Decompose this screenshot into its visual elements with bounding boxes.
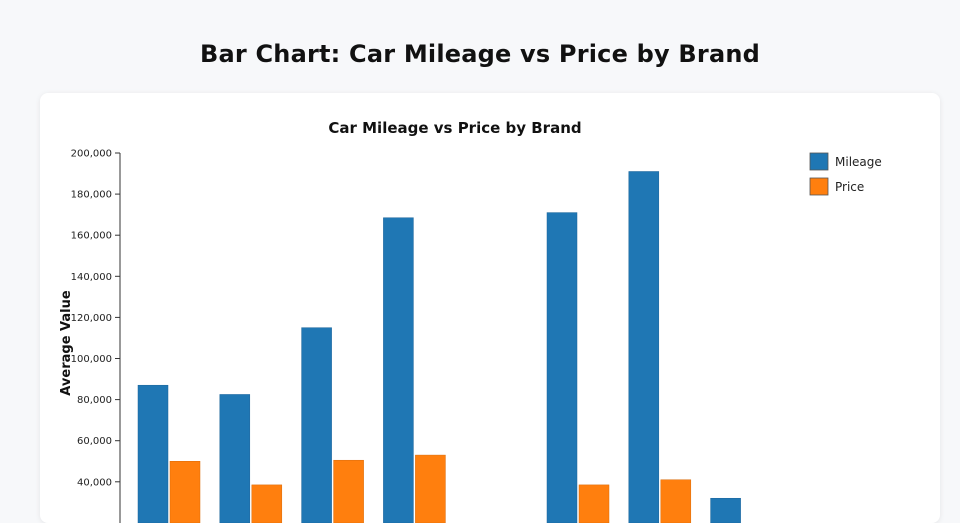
y-axis-label: Average Value <box>59 290 74 396</box>
bar-mileage[interactable] <box>629 171 659 523</box>
bar-mileage[interactable] <box>302 328 332 523</box>
y-tick-label: 120,000 <box>71 313 112 324</box>
bar-price[interactable] <box>579 485 609 523</box>
bar-mileage[interactable] <box>547 213 577 523</box>
bars-group <box>138 171 741 523</box>
bar-price[interactable] <box>170 461 200 523</box>
chart-card: Car Mileage vs Price by Brand Average Va… <box>40 93 940 523</box>
y-tick-label: 140,000 <box>71 272 112 283</box>
bar-price[interactable] <box>334 460 364 523</box>
bar-price[interactable] <box>415 455 445 523</box>
bar-mileage[interactable] <box>220 394 250 523</box>
bar-chart: Car Mileage vs Price by Brand Average Va… <box>40 93 940 523</box>
bar-mileage[interactable] <box>138 385 168 523</box>
y-tick-label: 80,000 <box>77 395 112 406</box>
legend-swatch-mileage <box>810 153 828 170</box>
page-title: Bar Chart: Car Mileage vs Price by Brand <box>0 40 960 68</box>
chart-title: Car Mileage vs Price by Brand <box>328 119 581 137</box>
legend-label-price: Price <box>835 180 864 194</box>
legend-label-mileage: Mileage <box>835 155 882 169</box>
bar-price[interactable] <box>661 480 691 523</box>
y-tick-label: 160,000 <box>71 231 112 242</box>
y-tick-label: 200,000 <box>71 149 112 160</box>
bar-mileage[interactable] <box>383 218 413 523</box>
legend: Mileage Price <box>810 153 882 195</box>
bar-mileage[interactable] <box>711 498 741 523</box>
y-tick-label: 100,000 <box>71 354 112 365</box>
y-tick-label: 60,000 <box>77 436 112 447</box>
legend-swatch-price <box>810 178 828 195</box>
y-axis: 40,000 60,000 80,000 100,000 120,000 140,000 1… <box>71 149 120 523</box>
y-tick-label: 180,000 <box>71 190 112 201</box>
y-tick-label: 40,000 <box>77 477 112 488</box>
bar-price[interactable] <box>252 485 282 523</box>
